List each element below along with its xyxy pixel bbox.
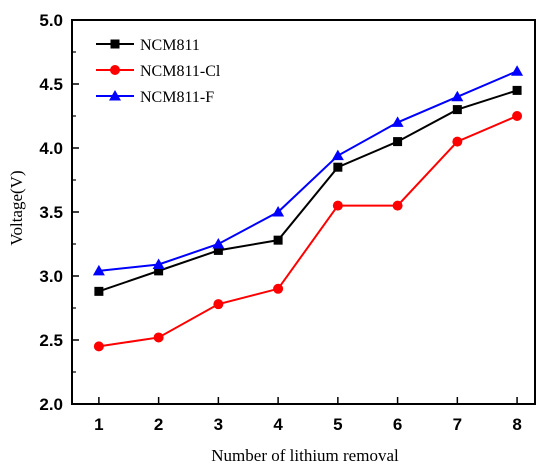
x-tick-label: 5 xyxy=(333,415,342,434)
x-tick-label: 8 xyxy=(512,415,521,434)
legend-marker xyxy=(110,65,120,75)
series-2 xyxy=(92,65,524,276)
legend-label: NCM811 xyxy=(140,37,200,54)
x-tick-label: 4 xyxy=(273,415,283,434)
legend: NCM811 NCM811-Cl NCM811-F xyxy=(96,37,221,106)
y-tick-label: 2.5 xyxy=(39,331,63,350)
data-point xyxy=(392,200,403,211)
legend-label: NCM811-Cl xyxy=(140,63,221,80)
y-tick-label: 2.0 xyxy=(39,395,63,414)
y-axis-title: Voltage(V) xyxy=(7,170,26,245)
y-tick-label: 4.5 xyxy=(39,75,63,94)
data-point xyxy=(452,136,463,147)
series-1 xyxy=(93,111,523,352)
x-tick-label: 3 xyxy=(214,415,223,434)
y-tick-label: 3.5 xyxy=(39,203,63,222)
series-0 xyxy=(94,85,522,296)
legend-item: NCM811-Cl xyxy=(96,63,221,80)
data-point xyxy=(393,137,403,147)
series-line xyxy=(98,89,518,293)
data-point xyxy=(452,105,462,115)
data-point xyxy=(213,299,224,310)
series-line xyxy=(98,115,518,348)
data-point xyxy=(212,238,225,249)
legend-label: NCM811-F xyxy=(140,89,214,106)
data-point xyxy=(92,264,105,276)
data-point xyxy=(451,90,464,102)
y-tick-label: 5.0 xyxy=(39,11,63,30)
data-point xyxy=(511,65,524,76)
x-axis-ticks: 1 2 3 4 5 6 7 8 xyxy=(94,397,522,434)
x-tick-label: 6 xyxy=(393,415,402,434)
data-point xyxy=(94,286,104,296)
legend-marker xyxy=(109,90,121,101)
data-point xyxy=(512,111,523,121)
data-point xyxy=(272,206,285,217)
x-tick-label: 1 xyxy=(94,415,103,434)
x-axis-title: Number of lithium removal xyxy=(211,446,399,465)
data-point xyxy=(331,149,344,161)
legend-marker xyxy=(110,39,120,49)
data-point xyxy=(213,245,223,255)
data-point xyxy=(332,200,343,211)
data-point xyxy=(391,116,404,127)
data-point xyxy=(512,85,522,95)
data-point xyxy=(154,266,164,276)
data-point xyxy=(273,235,283,245)
x-tick-label: 7 xyxy=(453,415,462,434)
data-point xyxy=(333,162,343,172)
legend-item: NCM811 xyxy=(96,37,200,54)
data-point xyxy=(152,258,165,269)
legend-item: NCM811-F xyxy=(96,89,214,106)
y-tick-label: 4.0 xyxy=(39,139,63,158)
y-tick-label: 3.0 xyxy=(39,267,63,286)
y-axis-ticks: 2.0 2.5 3.0 3.5 4.0 4.5 5.0 xyxy=(39,11,79,414)
plot-layer xyxy=(92,65,524,352)
data-point xyxy=(273,283,284,294)
x-tick-label: 2 xyxy=(154,415,163,434)
series-line xyxy=(98,70,518,272)
data-point xyxy=(153,332,164,343)
data-point xyxy=(93,341,104,352)
